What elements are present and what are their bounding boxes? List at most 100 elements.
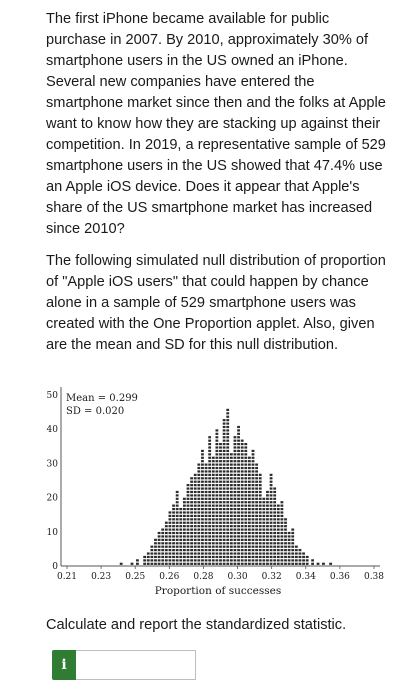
- dot-mark: [208, 559, 212, 562]
- dot-mark: [269, 507, 273, 511]
- dot-mark: [186, 504, 190, 507]
- dot-mark: [186, 497, 190, 500]
- dot-mark: [251, 456, 255, 459]
- dot-mark: [287, 552, 291, 555]
- dot-mark: [226, 419, 230, 422]
- dot-mark: [244, 466, 248, 470]
- dot-mark: [197, 473, 201, 476]
- dot-mark: [208, 456, 212, 459]
- dot-mark: [201, 463, 204, 466]
- dot-mark: [175, 490, 179, 494]
- dot-mark: [258, 504, 262, 507]
- dot-mark: [240, 549, 244, 552]
- dot-mark: [240, 456, 244, 459]
- dot-mark: [179, 555, 183, 559]
- dot-mark: [190, 552, 194, 555]
- dot-mark: [219, 470, 222, 473]
- dot-mark: [276, 528, 280, 531]
- dot-mark: [280, 531, 284, 535]
- dot-mark: [255, 507, 259, 511]
- dot-mark: [215, 456, 219, 459]
- dot-mark: [244, 463, 248, 466]
- dot-mark: [269, 494, 273, 497]
- dot-mark: [251, 535, 255, 538]
- dot-mark: [287, 562, 291, 565]
- dot-mark: [222, 497, 226, 500]
- dot-mark: [182, 525, 186, 528]
- question-text: Calculate and report the standardized st…: [46, 617, 347, 633]
- dot-mark: [226, 538, 230, 541]
- dot-mark: [190, 528, 194, 531]
- dot-mark: [298, 549, 302, 552]
- dot-mark: [208, 439, 212, 442]
- dot-mark: [150, 555, 154, 559]
- dot-mark: [219, 446, 222, 449]
- dot-mark: [161, 549, 165, 552]
- dot-mark: [233, 436, 237, 439]
- info-icon[interactable]: i: [52, 650, 76, 680]
- dot-mark: [247, 549, 251, 552]
- dot-mark: [190, 477, 194, 480]
- dot-mark: [276, 542, 280, 545]
- dot-mark: [222, 545, 226, 548]
- dot-mark: [215, 429, 219, 432]
- dot-mark: [193, 494, 197, 497]
- dot-mark: [240, 480, 244, 483]
- dot-mark: [182, 542, 186, 545]
- dot-mark: [157, 559, 161, 562]
- dot-mark: [222, 525, 226, 528]
- dot-mark: [240, 531, 244, 535]
- dot-mark: [237, 552, 240, 555]
- dot-mark: [237, 446, 240, 449]
- dot-mark: [215, 497, 219, 500]
- dot-mark: [222, 419, 226, 422]
- dot-mark: [208, 545, 212, 548]
- dot-mark: [164, 559, 168, 562]
- dot-mark: [251, 477, 255, 480]
- dot-mark: [269, 545, 273, 548]
- dot-mark: [201, 494, 204, 497]
- dot-mark: [215, 432, 219, 435]
- dot-mark: [172, 535, 175, 538]
- dot-mark: [251, 525, 255, 528]
- dot-mark: [255, 490, 259, 494]
- dot-mark: [219, 511, 222, 514]
- dot-mark: [266, 521, 269, 524]
- dot-mark: [219, 473, 222, 476]
- dot-mark: [204, 487, 208, 490]
- dot-mark: [233, 443, 237, 446]
- dot-mark: [193, 555, 197, 559]
- dot-mark: [229, 456, 233, 459]
- dot-mark: [233, 466, 237, 470]
- dot-mark: [219, 507, 222, 511]
- dot-mark: [146, 562, 150, 565]
- dot-mark: [193, 531, 197, 535]
- dot-mark: [182, 518, 186, 521]
- dot-mark: [291, 545, 295, 548]
- dot-mark: [179, 525, 183, 528]
- dot-mark: [273, 545, 277, 548]
- dot-mark: [190, 562, 194, 565]
- dot-mark: [190, 525, 194, 528]
- dot-mark: [269, 511, 273, 514]
- dot-mark: [226, 504, 230, 507]
- dot-mark: [237, 439, 240, 442]
- dot-mark: [172, 525, 175, 528]
- dot-mark: [247, 528, 251, 531]
- standardized-statistic-input[interactable]: [76, 650, 196, 680]
- dot-mark: [255, 484, 259, 487]
- dot-mark: [175, 525, 179, 528]
- dot-mark: [226, 511, 230, 514]
- dot-mark: [201, 470, 204, 473]
- dot-mark: [237, 453, 240, 456]
- dot-mark: [168, 545, 172, 548]
- dot-mark: [280, 545, 284, 548]
- dot-mark: [201, 545, 204, 548]
- dot-mark: [219, 453, 222, 456]
- dot-mark: [193, 562, 197, 565]
- dot-mark: [186, 542, 190, 545]
- dot-mark: [219, 528, 222, 531]
- dot-mark: [262, 521, 266, 524]
- dot-mark: [229, 480, 233, 483]
- dot-mark: [222, 453, 226, 456]
